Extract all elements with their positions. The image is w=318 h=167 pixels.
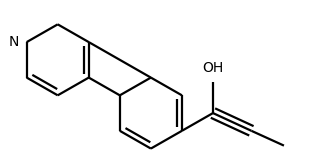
Text: OH: OH	[202, 61, 224, 75]
Text: N: N	[9, 35, 19, 49]
